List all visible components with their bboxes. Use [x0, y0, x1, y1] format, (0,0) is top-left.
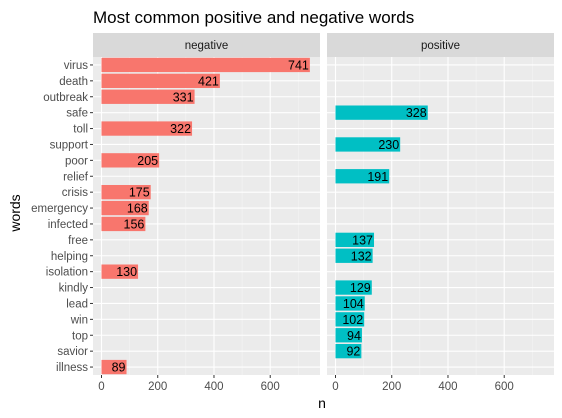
bar-toll [101, 121, 193, 136]
y-tick-label-savior: savior [57, 346, 88, 358]
data-label-death: 421 [198, 74, 219, 88]
bar-illness [101, 359, 127, 375]
data-label-toll: 322 [170, 122, 191, 136]
data-label-illness: 89 [112, 361, 126, 375]
bar-support [335, 137, 401, 152]
x-tick-label: 0 [332, 381, 338, 393]
data-label-crisis: 175 [129, 186, 150, 200]
data-label-lead: 104 [343, 297, 364, 311]
y-tick-label-kindly: kindly [59, 283, 89, 295]
data-label-top: 94 [347, 329, 361, 343]
data-label-savior: 92 [346, 345, 360, 359]
y-tick-label-toll: toll [73, 124, 88, 136]
data-label-relief: 191 [367, 170, 388, 184]
panel-background [93, 57, 320, 375]
data-label-outbreak: 331 [173, 90, 194, 104]
bar-emergency [101, 200, 149, 216]
y-tick-label-isolation: isolation [46, 267, 88, 279]
data-label-kindly: 129 [350, 281, 371, 295]
x-tick-label: 0 [98, 381, 104, 393]
data-label-poor: 205 [137, 154, 158, 168]
bar-crisis [101, 184, 151, 200]
x-tick-label: 400 [204, 381, 223, 393]
data-label-virus: 741 [288, 58, 309, 72]
facet-strip [93, 33, 320, 57]
x-tick-label: 200 [148, 381, 167, 393]
y-axis-tick-labels: virus death outbreak safe toll support poor rel… [31, 60, 93, 374]
bar-win [335, 312, 365, 327]
x-axis-title: n [318, 395, 326, 411]
bar-isolation [101, 264, 139, 279]
y-tick-label-free: free [68, 235, 88, 247]
y-tick-label-emergency: emergency [31, 203, 88, 215]
data-label-emergency: 168 [127, 202, 148, 216]
bar-infected [101, 216, 146, 232]
y-axis-title: words [7, 194, 23, 232]
y-tick-label-helping: helping [51, 251, 88, 263]
bar-outbreak [101, 89, 195, 104]
chart-title: Most common positive and negative words [93, 8, 414, 27]
data-label-infected: 156 [124, 217, 145, 231]
bar-poor [101, 153, 160, 168]
bar-virus [101, 57, 310, 73]
x-tick-label: 200 [382, 381, 401, 393]
y-tick-label-top: top [72, 330, 88, 342]
bar-helping [335, 248, 373, 263]
bar-kindly [335, 280, 372, 295]
data-label-free: 137 [352, 233, 373, 247]
bar-lead [335, 296, 365, 311]
data-label-isolation: 130 [116, 265, 137, 279]
y-tick-label-crisis: crisis [62, 187, 88, 199]
y-tick-label-outbreak: outbreak [43, 92, 88, 104]
x-tick-label: 600 [495, 381, 514, 393]
facet-strip-label: positive [421, 40, 460, 52]
panel-background [327, 57, 554, 375]
y-tick-label-win: win [70, 314, 88, 326]
y-tick-label-lead: lead [66, 298, 88, 310]
x-tick-label: 600 [261, 381, 280, 393]
bar-death [101, 73, 220, 89]
facet-strip-label: negative [185, 40, 228, 52]
bar-top [335, 328, 362, 343]
data-label-helping: 132 [351, 249, 372, 263]
y-tick-label-virus: virus [64, 60, 89, 72]
y-tick-label-death: death [59, 76, 88, 88]
data-label-safe: 328 [406, 106, 427, 120]
bar-relief [335, 169, 390, 184]
bar-safe [335, 105, 428, 120]
bar-savior [335, 343, 362, 359]
y-tick-label-infected: infected [48, 219, 88, 231]
facet-positive: positive 328 230 191 137 132 129 104 102 94 92 0 200… [327, 33, 554, 393]
y-tick-label-relief: relief [63, 171, 89, 183]
y-tick-label-safe: safe [66, 108, 88, 120]
facet-strip [327, 33, 554, 57]
y-tick-label-poor: poor [65, 155, 88, 167]
data-label-win: 102 [342, 313, 363, 327]
bar-free [335, 232, 375, 248]
y-tick-label-support: support [50, 139, 89, 151]
data-label-support: 230 [378, 138, 399, 152]
x-tick-label: 400 [438, 381, 457, 393]
y-tick-label-illness: illness [56, 362, 88, 374]
